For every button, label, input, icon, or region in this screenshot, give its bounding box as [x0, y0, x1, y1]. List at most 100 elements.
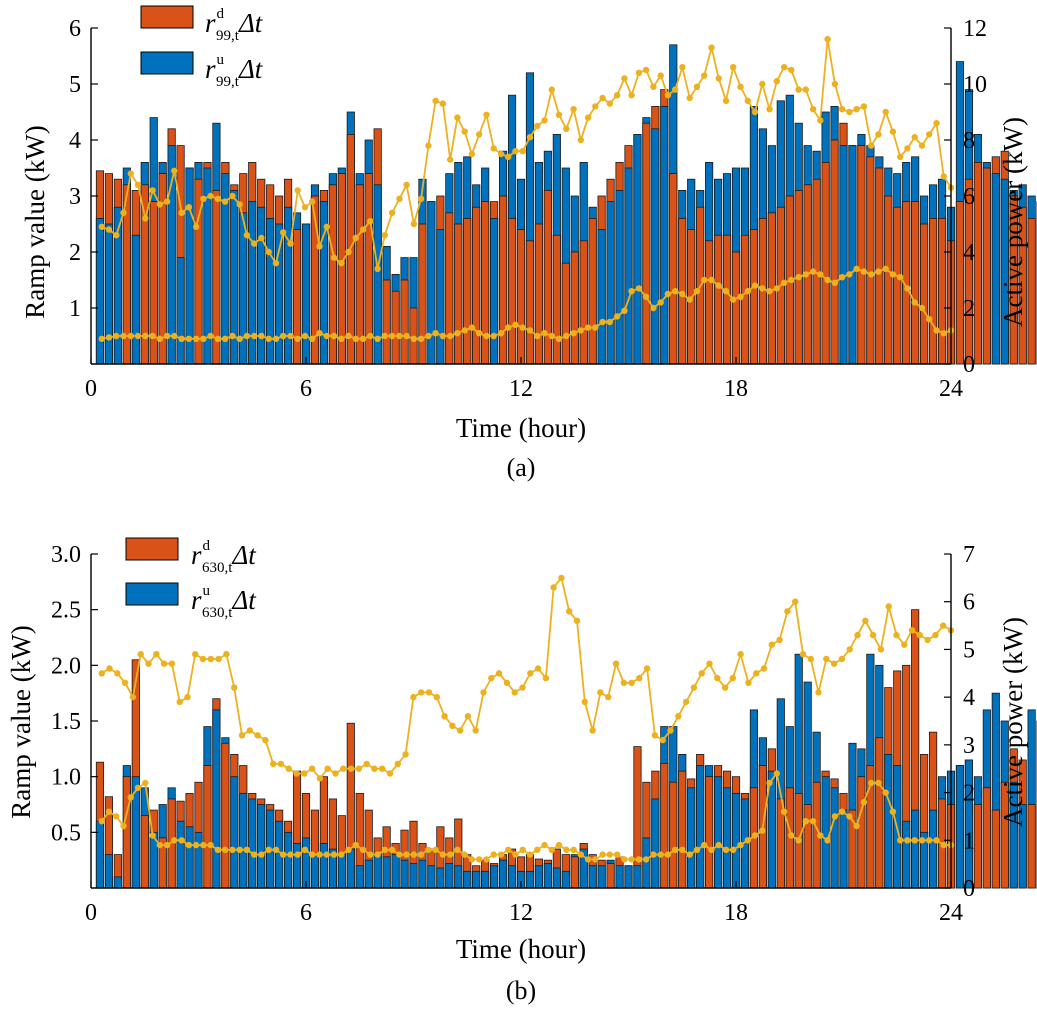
point-power-lower-b-57 [512, 851, 519, 858]
point-power-upper-b-52 [503, 679, 511, 686]
bar-up-a-57 [606, 201, 615, 365]
point-power-lower-b-42 [403, 851, 410, 858]
point-power-lower-a-28 [301, 332, 309, 340]
x-tick-label-b-1: 6 [300, 900, 312, 926]
point-power-lower-a-4 [127, 332, 134, 340]
point-power-upper-b-0 [98, 670, 106, 677]
bar-up-b-35 [409, 863, 418, 889]
point-power-upper-b-65 [605, 693, 612, 701]
point-power-lower-b-50 [461, 851, 468, 858]
point-power-lower-b-68 [592, 856, 599, 863]
point-power-upper-b-99 [869, 631, 877, 639]
bar-up-a-18 [257, 206, 266, 365]
bar-up-b-21 [284, 831, 293, 889]
bar-down-a-89 [893, 206, 902, 365]
bar-down-a-91 [911, 201, 920, 365]
point-power-lower-a-9 [163, 332, 171, 340]
bar-up-b-46 [507, 865, 517, 889]
point-power-lower-a-100 [824, 276, 831, 284]
point-power-lower-b-33 [338, 851, 345, 858]
point-power-upper-b-51 [495, 670, 503, 677]
point-power-upper-b-93 [823, 655, 830, 663]
point-power-lower-b-14 [200, 841, 207, 849]
point-power-upper-b-13 [199, 655, 207, 663]
point-power-upper-a-60 [534, 122, 541, 130]
point-power-lower-b-98 [809, 818, 817, 825]
legend-swatch-up-b [125, 582, 179, 606]
point-power-upper-b-2 [114, 670, 121, 677]
bar-down-a-54 [579, 240, 588, 365]
point-power-lower-b-53 [483, 856, 490, 863]
bar-up-a-1 [104, 223, 113, 365]
point-power-upper-b-108 [940, 622, 947, 629]
point-power-upper-a-41 [396, 195, 403, 202]
point-power-upper-b-4 [129, 693, 137, 701]
point-power-upper-a-34 [345, 248, 352, 256]
point-power-upper-b-96 [846, 646, 853, 653]
point-power-upper-a-38 [374, 265, 381, 272]
point-power-upper-a-68 [592, 103, 599, 110]
point-power-lower-b-82 [693, 846, 701, 853]
point-power-upper-a-95 [788, 66, 795, 74]
point-power-lower-a-22 [258, 332, 265, 340]
point-power-lower-b-44 [417, 851, 425, 858]
point-power-lower-b-110 [897, 837, 904, 844]
point-power-upper-a-87 [730, 63, 737, 71]
point-power-lower-b-64 [563, 846, 570, 853]
point-power-lower-a-41 [396, 332, 403, 340]
point-power-upper-b-41 [418, 689, 425, 696]
point-power-lower-a-86 [722, 288, 730, 295]
point-power-lower-b-16 [214, 846, 222, 853]
point-power-upper-a-43 [410, 220, 418, 228]
bar-down-a-72 [740, 234, 750, 365]
bar-up-a-59 [624, 167, 633, 365]
bar-down-a-42 [472, 206, 481, 365]
point-power-upper-a-14 [200, 195, 207, 202]
point-power-lower-a-3 [120, 332, 127, 340]
point-power-upper-b-75 [682, 698, 690, 706]
bar-up-b-23 [301, 837, 311, 889]
point-power-lower-b-92 [766, 779, 773, 787]
point-power-upper-b-9 [168, 660, 176, 667]
point-power-lower-a-24 [272, 335, 280, 342]
point-power-lower-a-79 [672, 288, 679, 295]
y-tick-label-left-b-4: 2.5 [51, 598, 81, 624]
point-power-upper-a-110 [897, 153, 904, 160]
legend-label-up-b: ru 630,tΔt [191, 583, 257, 621]
bar-up-a-0 [95, 217, 105, 365]
point-power-upper-a-67 [584, 114, 592, 121]
bar-up-a-23 [301, 223, 311, 365]
point-power-upper-a-24 [272, 260, 280, 267]
point-power-upper-b-83 [745, 679, 752, 686]
point-power-lower-b-60 [534, 846, 541, 853]
bar-up-b-9 [176, 820, 185, 889]
point-power-lower-a-65 [570, 330, 577, 337]
point-power-lower-b-18 [229, 846, 236, 853]
point-power-upper-a-86 [722, 97, 730, 105]
point-power-upper-a-35 [352, 234, 359, 242]
point-power-upper-a-76 [650, 83, 657, 91]
point-power-lower-a-110 [897, 274, 904, 281]
point-power-upper-a-56 [505, 153, 512, 160]
point-power-upper-a-10 [171, 167, 178, 174]
point-power-upper-b-46 [456, 727, 464, 734]
bar-down-b-104 [1027, 804, 1036, 889]
point-power-lower-a-70 [606, 318, 613, 326]
y-tick-label-right-b-2: 2 [963, 781, 975, 807]
point-power-lower-a-47 [439, 332, 447, 340]
point-power-upper-a-7 [149, 187, 156, 194]
bar-down-a-98 [973, 161, 982, 365]
point-power-upper-b-92 [815, 689, 822, 696]
point-power-upper-b-82 [737, 651, 744, 658]
point-power-upper-a-107 [875, 131, 882, 138]
bar-up-b-33 [391, 854, 400, 889]
point-power-upper-a-20 [243, 232, 251, 239]
point-power-lower-b-67 [584, 856, 592, 863]
point-power-lower-b-22 [258, 851, 265, 858]
point-power-lower-a-108 [882, 265, 889, 272]
point-power-upper-a-48 [447, 156, 454, 163]
y-axis-label-right-a: Active power (kW) [998, 117, 1028, 327]
point-power-lower-b-2 [113, 813, 120, 820]
y-axis-label-left-a: Ramp value (kW) [20, 125, 50, 318]
y-tick-label-left-a-1: 2 [69, 240, 81, 266]
